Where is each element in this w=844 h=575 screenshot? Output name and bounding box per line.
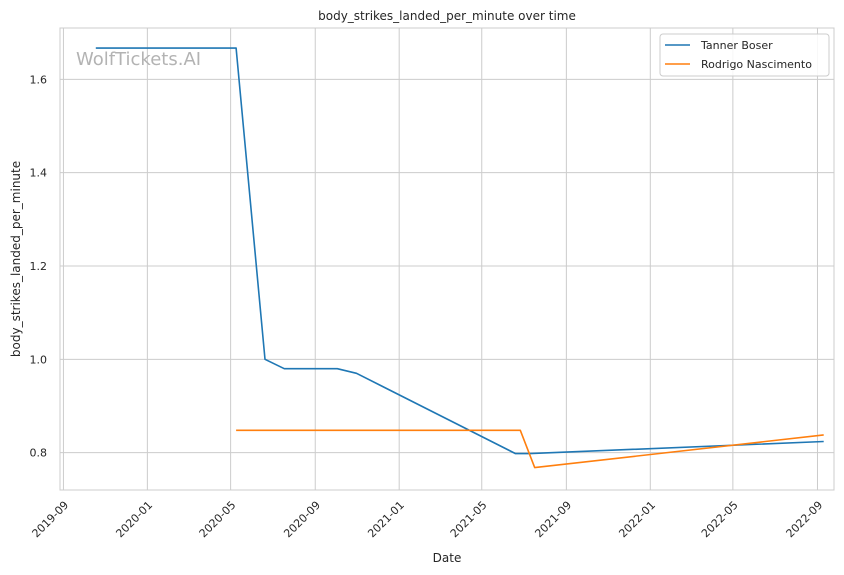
grid <box>60 28 834 490</box>
x-tick-label: 2020-05 <box>197 499 239 541</box>
y-tick-label: 1.6 <box>30 73 48 86</box>
x-tick-label: 2022-09 <box>784 499 826 541</box>
watermark: WolfTickets.AI <box>76 49 201 70</box>
x-tick-label: 2020-01 <box>113 499 155 541</box>
series <box>95 47 824 469</box>
ticks: 2019-09 2020-01 2020-05 2020-09 2021-01 2021-… <box>30 73 826 540</box>
x-tick-label: 2022-01 <box>616 499 658 541</box>
chart-title: body_strikes_landed_per_minute over time <box>318 9 576 23</box>
x-axis-label: Date <box>433 551 462 565</box>
plot-frame <box>59 27 835 491</box>
legend-box <box>659 33 830 77</box>
x-tick-label: 2021-01 <box>365 499 407 541</box>
y-tick-label: 1.0 <box>30 353 48 366</box>
y-tick-label: 1.2 <box>30 260 48 273</box>
y-tick-label: 1.4 <box>30 167 48 180</box>
y-axis-label: body_strikes_landed_per_minute <box>9 161 23 357</box>
series-line-rodrigo-nascimento <box>236 429 824 469</box>
legend-label-tanner-boser: Tanner Boser <box>700 39 773 52</box>
legend-label-rodrigo-nascimento: Rodrigo Nascimento <box>701 58 812 71</box>
legend: Tanner Boser Rodrigo Nascimento <box>659 33 830 77</box>
x-tick-label: 2019-09 <box>30 499 72 541</box>
y-tick-label: 0.8 <box>30 447 48 460</box>
series-line-tanner-boser <box>95 47 824 455</box>
x-tick-label: 2020-09 <box>281 499 323 541</box>
x-tick-label: 2021-05 <box>448 499 490 541</box>
x-tick-label: 2022-05 <box>699 499 741 541</box>
x-tick-label: 2021-09 <box>532 499 574 541</box>
